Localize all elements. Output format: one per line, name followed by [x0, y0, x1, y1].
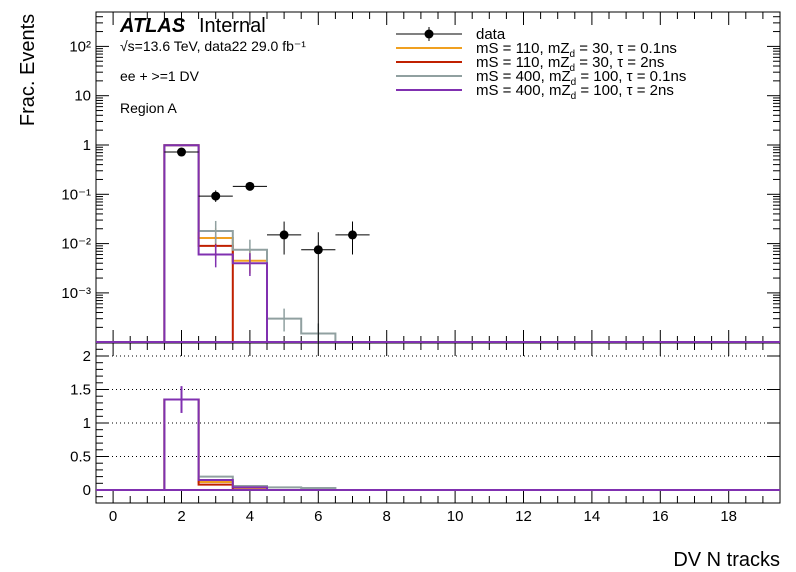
data-point [245, 181, 255, 191]
data-point [313, 245, 323, 255]
energy-lumi-label: √s=13.6 TeV, data22 29.0 fb⁻¹ [120, 38, 306, 54]
region-label: Region A [120, 100, 177, 116]
x-tick-label: 2 [177, 508, 185, 525]
x-tick-label: 14 [584, 508, 601, 525]
y-tick-label-bottom: 0 [83, 482, 91, 499]
x-tick-label: 10 [447, 508, 464, 525]
x-tick-label: 8 [383, 508, 391, 525]
selection-label: ee + >=1 DV [120, 68, 200, 84]
y-tick-label-top: 10² [69, 38, 91, 55]
legend-label-series-2: mS = 110, mZd = 30, τ = 2ns [476, 54, 664, 74]
legend-label-series-3: mS = 400, mZd = 100, τ = 0.1ns [476, 68, 686, 88]
legend-marker-data [424, 29, 434, 39]
x-tick-label: 6 [314, 508, 322, 525]
data-point [177, 147, 186, 157]
y-tick-label-top: 10⁻² [61, 236, 91, 253]
y-tick-label-top: 10⁻¹ [61, 186, 91, 203]
x-tick-label: 16 [652, 508, 669, 525]
y-axis-label: Frac. Events [17, 14, 39, 126]
legend-label-series-1: mS = 110, mZd = 30, τ = 0.1ns [476, 40, 677, 60]
x-tick-label: 4 [246, 508, 254, 525]
x-axis-label: DV N tracks [673, 549, 780, 571]
y-tick-label-bottom: 1.5 [70, 382, 91, 399]
x-tick-label: 12 [515, 508, 532, 525]
chart-marks [96, 144, 780, 491]
legend-label-data: data [476, 26, 506, 43]
y-tick-label-bottom: 1 [83, 415, 91, 432]
top-panel: 10⁻³ 10⁻² 10⁻¹ 1 10 10² [61, 11, 781, 344]
y-tick-label-top: 1 [83, 137, 91, 154]
x-tick-label: 18 [720, 508, 737, 525]
ratio-series-3 [163, 398, 337, 490]
y-tick-label-top: 10 [74, 88, 91, 105]
data-point [211, 191, 221, 201]
bottom-ratio-panel: 0 0.5 1 1.5 2 0 2 4 6 8 10 12 14 16 18 [70, 342, 781, 525]
ratio-series-4 [163, 398, 268, 490]
x-tick-label: 0 [109, 508, 117, 525]
data-point [348, 230, 357, 240]
internal-label: Internal [199, 15, 266, 37]
atlas-label: ATLAS [119, 15, 186, 37]
y-tick-label-top: 10⁻³ [61, 285, 91, 302]
legend-label-series-4: mS = 400, mZd = 100, τ = 2ns [476, 82, 674, 102]
data-point [279, 230, 289, 240]
y-tick-label-bottom: 0.5 [70, 449, 91, 466]
y-tick-label-bottom: 2 [83, 348, 91, 365]
